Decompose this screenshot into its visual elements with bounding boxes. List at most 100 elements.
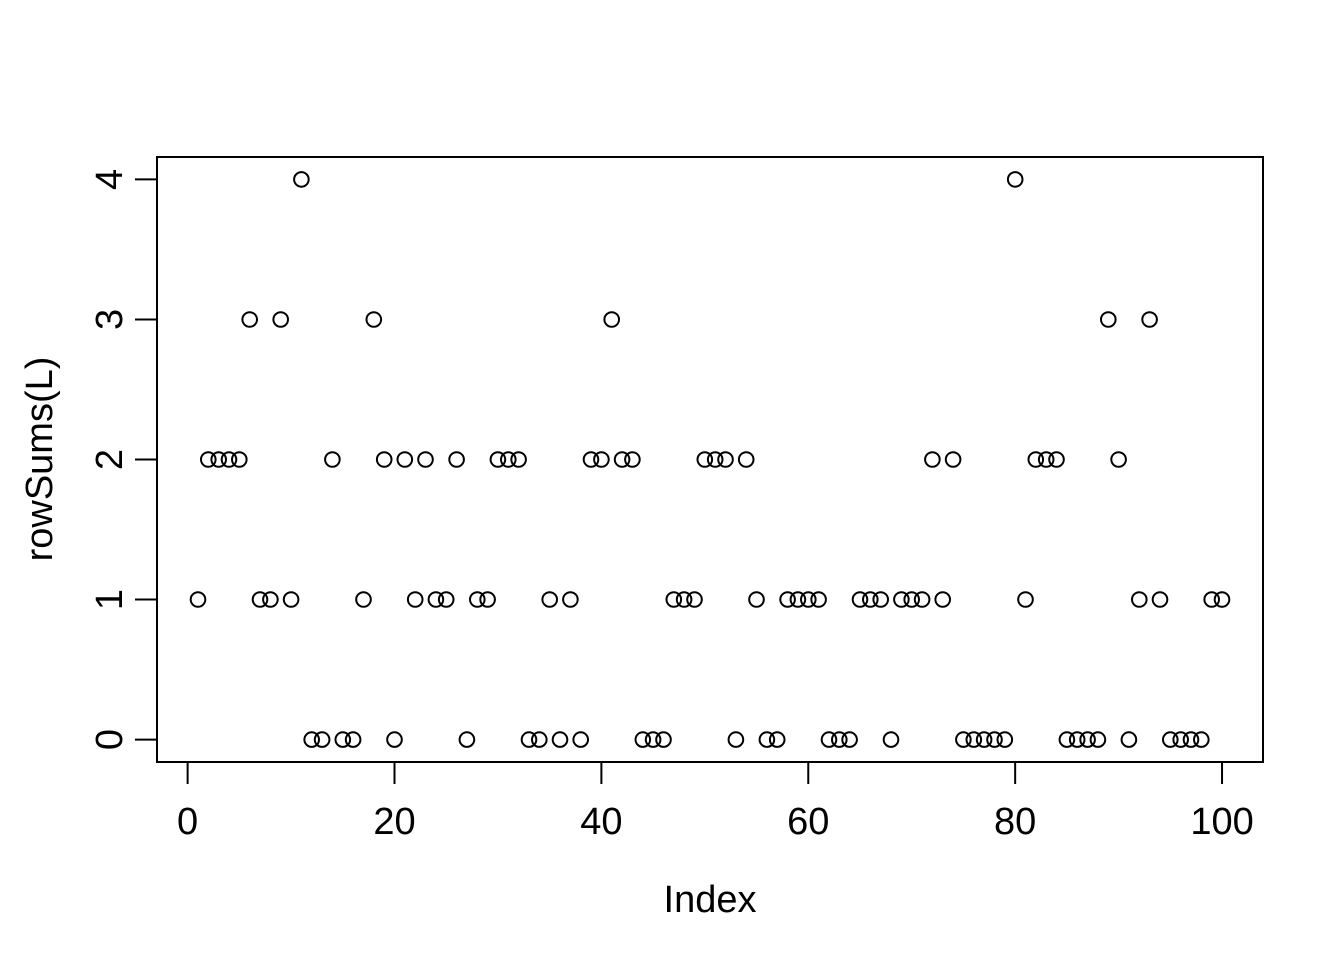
data-point [469,591,486,608]
data-point [334,731,352,748]
data-point [324,451,341,468]
data-point [1100,311,1117,328]
data-point [531,731,548,748]
data-point [355,591,372,608]
data-point [200,451,217,468]
data-point [1079,731,1096,748]
data-point [820,731,838,748]
data-point [1203,591,1220,608]
data-point [1058,731,1076,748]
data-point [1162,731,1179,748]
data-point [231,451,248,468]
data-point [479,591,496,608]
data-point [1037,451,1055,468]
data-point [272,311,290,328]
data-point [655,731,672,748]
data-point [220,451,238,468]
data-point [696,451,714,468]
data-point [458,731,476,748]
data-point [944,451,962,468]
data-point [1131,591,1148,608]
data-point [862,591,879,608]
data-point [934,591,952,608]
data-point [293,171,310,188]
data-point [913,591,931,608]
data-point [727,731,745,748]
data-point [1213,591,1231,608]
data-point [789,591,807,608]
data-points-layer [189,171,1231,748]
data-point [1006,171,1024,188]
data-point [675,591,693,608]
x-tick-label: 20 [373,801,415,843]
data-point [344,731,362,748]
data-point [572,731,590,748]
data-point [375,451,393,468]
y-tick-label: 3 [89,309,131,330]
data-point [1120,731,1138,748]
data-point [282,591,300,608]
data-point [303,731,321,748]
data-point [841,731,858,748]
data-point [489,451,507,468]
x-tick-label: 0 [177,801,198,843]
data-point [500,451,517,468]
data-point [613,451,631,468]
x-axis-ticks [186,762,1224,784]
data-point [872,591,890,608]
data-point [758,731,776,748]
data-point [562,591,579,608]
data-point [644,731,662,748]
data-point [851,591,869,608]
data-point [603,311,621,328]
data-point [893,591,910,608]
data-point [986,731,1003,748]
data-point [406,591,424,608]
y-tick-label: 0 [89,729,131,750]
data-point [1151,591,1169,608]
data-point [779,591,796,608]
data-point [810,591,827,608]
y-axis-title: rowSums(L) [19,357,61,562]
data-point [1048,451,1065,468]
data-point [665,591,683,608]
data-point [1027,451,1045,468]
data-point [924,451,941,468]
data-point [541,591,559,608]
data-point [313,731,331,748]
data-point [903,591,921,608]
data-point [448,451,465,468]
data-point [634,731,652,748]
data-point [396,451,414,468]
x-tick-label: 60 [787,801,829,843]
data-point [800,591,817,608]
data-point [706,451,724,468]
y-tick-label: 1 [89,589,131,610]
data-point [386,731,403,748]
data-point [427,591,445,608]
data-point [624,451,641,468]
data-point [437,591,455,608]
data-point [965,731,983,748]
data-point [417,451,434,468]
data-point [551,731,569,748]
data-point [975,731,993,748]
y-tick-label: 4 [89,169,131,190]
data-point [1172,731,1189,748]
data-point [1089,731,1107,748]
data-point [768,731,786,748]
data-point [241,311,258,328]
data-point [831,731,848,748]
x-tick-label: 100 [1190,801,1253,843]
data-point [1068,731,1086,748]
y-tick-label: 2 [89,449,131,470]
x-axis-title: Index [664,879,757,921]
data-point [262,591,279,608]
data-point [593,451,610,468]
data-point [582,451,600,468]
x-tick-label: 40 [580,801,622,843]
x-tick-label: 80 [994,801,1036,843]
data-point [210,451,227,468]
